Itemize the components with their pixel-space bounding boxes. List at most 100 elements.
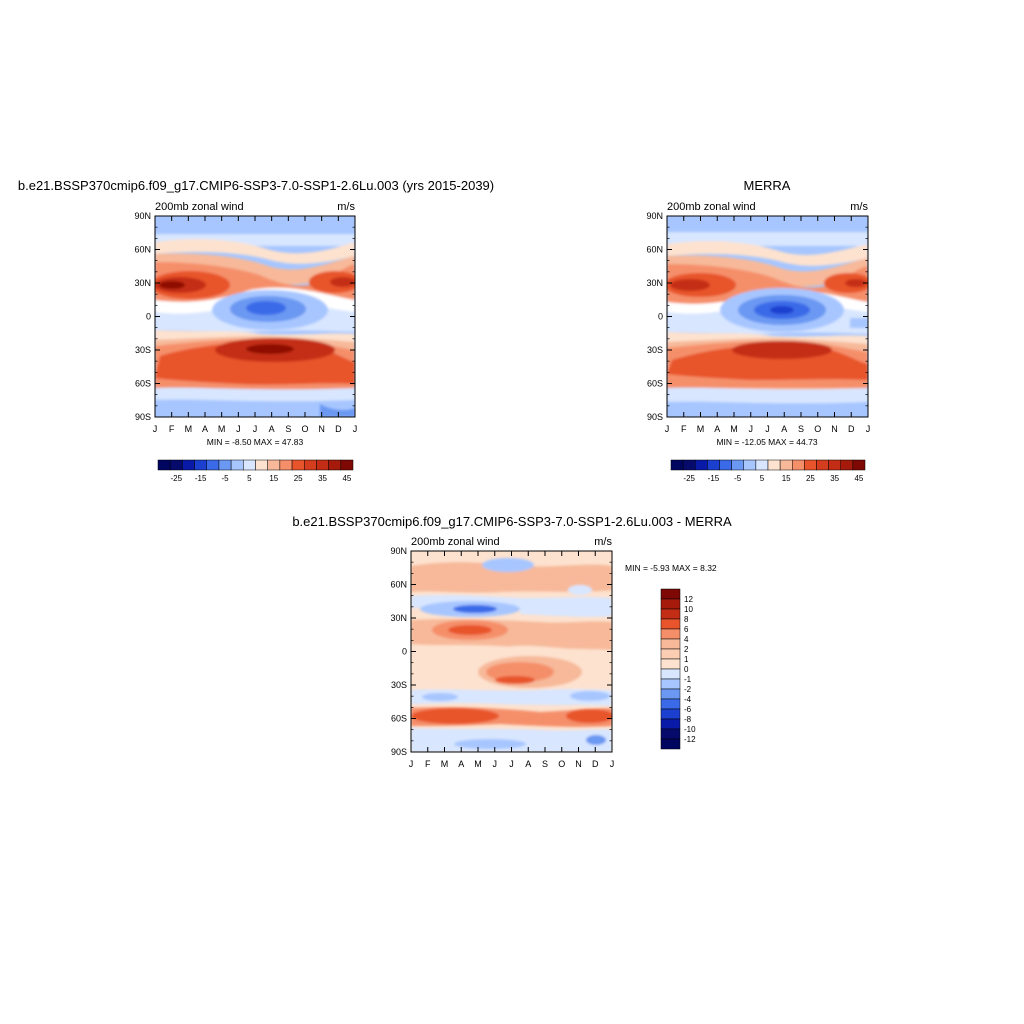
colorbar-label: 2 — [684, 645, 689, 654]
colorbar-label: -25 — [683, 474, 695, 483]
colorbar-label: -12 — [684, 735, 696, 744]
colorbar-label: -5 — [734, 474, 742, 483]
colorbar-cell — [816, 459, 829, 471]
x-tick-label: D — [335, 424, 342, 434]
x-tick-label: A — [781, 424, 787, 434]
x-tick-label: F — [681, 424, 687, 434]
colorbar-cell — [660, 718, 681, 730]
colorbar-cell — [719, 459, 732, 471]
x-tick-label: D — [592, 759, 599, 769]
x-tick-label: J — [610, 759, 615, 769]
y-tick-label: 60N — [646, 245, 663, 255]
y-tick-label: 60S — [135, 379, 151, 389]
y-tick-label: 60S — [647, 379, 663, 389]
colorbar-cell — [731, 459, 744, 471]
colorbar-label: -10 — [684, 725, 696, 734]
panel-model-units: m/s — [337, 201, 355, 213]
colorbar-cell — [670, 459, 684, 471]
x-tick-label: J — [493, 759, 498, 769]
x-tick-label: J — [236, 424, 241, 434]
colorbar-cell — [660, 698, 681, 710]
colorbar-cell — [840, 459, 854, 471]
panel-merra: MERRA 200mb zonal wind m/s — [646, 178, 870, 483]
colorbar-label: 4 — [684, 635, 689, 644]
x-tick-label: J — [509, 759, 514, 769]
x-tick-label: N — [318, 424, 325, 434]
x-tick-label: N — [831, 424, 838, 434]
panel-merra-field — [667, 216, 868, 417]
colorbar-cell — [660, 648, 681, 660]
colorbar-cell — [291, 459, 305, 471]
x-tick-label: A — [458, 759, 464, 769]
y-tick-label: 30N — [390, 613, 407, 623]
colorbar-cell — [743, 459, 757, 471]
colorbar-label: 12 — [684, 595, 693, 604]
colorbar-label: -15 — [195, 474, 207, 483]
x-tick-label: A — [525, 759, 531, 769]
colorbar-cell — [660, 608, 681, 620]
colorbar-label: 6 — [684, 625, 689, 634]
x-tick-label: J — [253, 424, 258, 434]
y-tick-label: 30N — [646, 278, 663, 288]
colorbar-cell — [230, 459, 244, 471]
x-tick-label: S — [285, 424, 291, 434]
x-tick-label: A — [269, 424, 275, 434]
y-tick-label: 0 — [402, 647, 407, 657]
colorbar-cell — [828, 459, 841, 471]
colorbar-cell — [157, 459, 171, 471]
colorbar-cell — [779, 459, 793, 471]
colorbar-cell — [792, 459, 805, 471]
colorbar-cell — [660, 588, 681, 600]
colorbar-label: 5 — [247, 474, 252, 483]
y-tick-label: 0 — [658, 312, 663, 322]
y-tick-label: 90S — [391, 747, 407, 757]
x-tick-label: O — [814, 424, 821, 434]
x-tick-label: N — [575, 759, 582, 769]
colorbar-cell — [852, 459, 866, 471]
colorbar-label: 35 — [318, 474, 327, 483]
x-tick-label: M — [441, 759, 449, 769]
y-tick-label: 30S — [135, 345, 151, 355]
y-tick-label: 60N — [134, 245, 151, 255]
panel-diff-stats: MIN = -5.93 MAX = 8.32 — [625, 563, 717, 573]
colorbar-cell — [695, 459, 708, 471]
colorbar-cell — [660, 738, 681, 750]
colorbar-cell — [316, 459, 329, 471]
panel-model-colorbar: -25 -15 -5 5 15 25 35 45 — [157, 459, 354, 483]
colorbar-cell — [169, 459, 183, 471]
colorbar-cell — [682, 459, 696, 471]
colorbar-cell — [328, 459, 342, 471]
y-tick-label: 90S — [135, 412, 151, 422]
colorbar-label: 45 — [854, 474, 863, 483]
colorbar-cell — [194, 459, 207, 471]
colorbar-label: -4 — [684, 695, 692, 704]
x-tick-label: F — [169, 424, 175, 434]
colorbar-cell — [660, 708, 681, 720]
y-tick-label: 90N — [134, 211, 151, 221]
x-tick-label: J — [153, 424, 158, 434]
panel-model-left-label: 200mb zonal wind — [155, 201, 244, 213]
panel-diff-units: m/s — [594, 536, 612, 548]
y-tick-label: 30S — [391, 680, 407, 690]
x-tick-label: M — [730, 424, 738, 434]
colorbar-label: 8 — [684, 615, 689, 624]
colorbar-cell — [660, 628, 681, 640]
colorbar-label: 45 — [342, 474, 351, 483]
panel-merra-left-label: 200mb zonal wind — [667, 201, 756, 213]
x-tick-label: M — [185, 424, 193, 434]
panel-diff-field — [411, 551, 612, 752]
colorbar-label: 15 — [269, 474, 278, 483]
y-tick-label: 60S — [391, 714, 407, 724]
x-tick-label: M — [697, 424, 705, 434]
colorbar-cell — [206, 459, 220, 471]
x-tick-label: M — [474, 759, 482, 769]
panel-diff-left-label: 200mb zonal wind — [411, 536, 500, 548]
colorbar-cell — [279, 459, 293, 471]
colorbar-label: 0 — [684, 665, 689, 674]
colorbar-cell — [660, 658, 681, 670]
colorbar-label: 15 — [782, 474, 791, 483]
colorbar-cell — [804, 459, 817, 471]
